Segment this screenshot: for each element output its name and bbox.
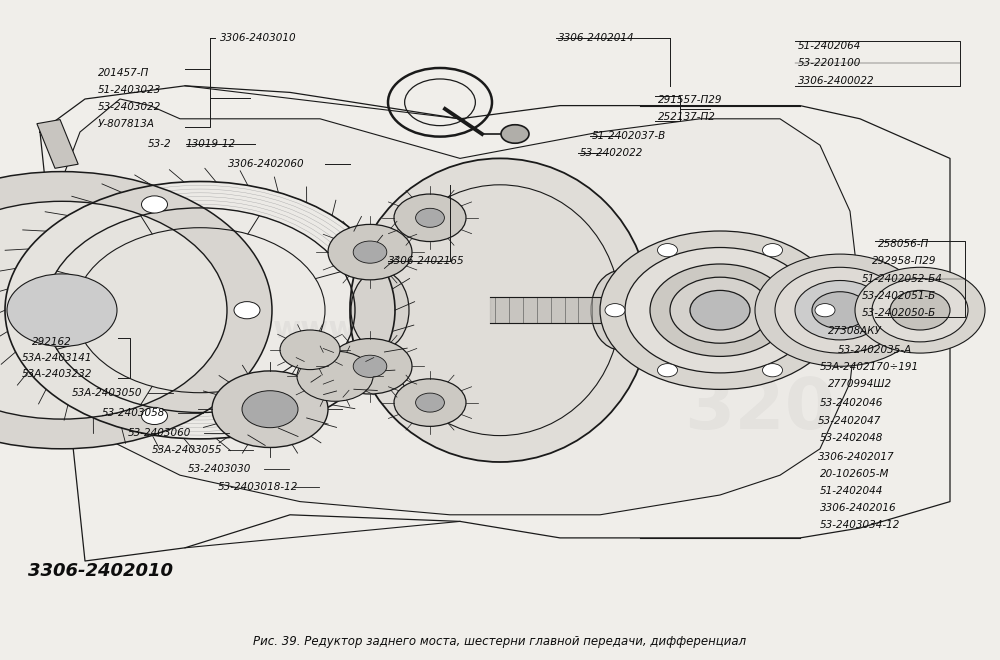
Circle shape bbox=[142, 196, 168, 213]
Text: 53-2402022: 53-2402022 bbox=[580, 148, 643, 158]
Bar bbox=[37, 119, 78, 168]
Text: 258056-П: 258056-П bbox=[878, 239, 929, 249]
Text: 3306-2402165: 3306-2402165 bbox=[388, 255, 465, 266]
Text: 51-2403023: 51-2403023 bbox=[98, 84, 161, 95]
Circle shape bbox=[328, 339, 412, 394]
Text: 51-2402037-В: 51-2402037-В bbox=[592, 131, 666, 141]
Circle shape bbox=[650, 264, 790, 356]
Text: 3306-2402010: 3306-2402010 bbox=[28, 562, 173, 580]
Text: 201457-П: 201457-П bbox=[98, 67, 149, 78]
Text: 51-2402052-Б4: 51-2402052-Б4 bbox=[862, 273, 943, 284]
Circle shape bbox=[755, 254, 925, 366]
Circle shape bbox=[394, 379, 466, 426]
Text: 53-2201100: 53-2201100 bbox=[798, 58, 861, 69]
Circle shape bbox=[297, 351, 373, 401]
Ellipse shape bbox=[350, 158, 650, 462]
Text: 3306-2402060: 3306-2402060 bbox=[228, 158, 305, 169]
Text: 3306-2400022: 3306-2400022 bbox=[798, 75, 875, 86]
Text: 53-2402046: 53-2402046 bbox=[820, 397, 883, 408]
Text: 53-2: 53-2 bbox=[148, 139, 172, 149]
Text: 13019-12: 13019-12 bbox=[185, 139, 235, 149]
Circle shape bbox=[242, 391, 298, 428]
Text: 53-2403022: 53-2403022 bbox=[98, 102, 161, 112]
Text: Рис. 39. Редуктор заднего моста, шестерни главной передачи, дифференциал: Рис. 39. Редуктор заднего моста, шестерн… bbox=[253, 635, 747, 648]
Circle shape bbox=[795, 280, 885, 340]
Text: 3306-2402016: 3306-2402016 bbox=[820, 503, 897, 513]
Text: 252137-П2: 252137-П2 bbox=[658, 112, 716, 123]
Text: 53А-2403055: 53А-2403055 bbox=[152, 445, 222, 455]
Ellipse shape bbox=[351, 271, 409, 350]
Circle shape bbox=[141, 407, 167, 424]
Circle shape bbox=[625, 248, 815, 373]
Text: 53-2403030: 53-2403030 bbox=[188, 463, 251, 474]
Circle shape bbox=[353, 355, 387, 378]
Text: 51-2402044: 51-2402044 bbox=[820, 486, 883, 496]
Circle shape bbox=[416, 209, 444, 227]
Text: www.3ersauto.ru: www.3ersauto.ru bbox=[273, 315, 567, 345]
Text: 53-2402051-Б: 53-2402051-Б bbox=[862, 290, 936, 301]
Text: 53-2402047: 53-2402047 bbox=[818, 416, 881, 426]
Circle shape bbox=[762, 364, 782, 377]
Circle shape bbox=[872, 279, 968, 342]
Circle shape bbox=[353, 241, 387, 263]
Circle shape bbox=[658, 364, 678, 377]
Text: 3306-2403010: 3306-2403010 bbox=[220, 33, 297, 44]
Circle shape bbox=[815, 304, 835, 317]
Circle shape bbox=[658, 244, 678, 257]
Text: 53-2402035-А: 53-2402035-А bbox=[838, 345, 912, 355]
Text: 320: 320 bbox=[684, 375, 836, 444]
Text: 3306-2402017: 3306-2402017 bbox=[818, 451, 895, 462]
Ellipse shape bbox=[591, 271, 649, 350]
Circle shape bbox=[501, 125, 529, 143]
Circle shape bbox=[670, 277, 770, 343]
Circle shape bbox=[690, 290, 750, 330]
Text: 53-2402048: 53-2402048 bbox=[820, 433, 883, 444]
Text: 53-2403058: 53-2403058 bbox=[102, 408, 165, 418]
Circle shape bbox=[394, 194, 466, 242]
Text: 53-2402050-Б: 53-2402050-Б bbox=[862, 308, 936, 318]
Text: 53-2403060: 53-2403060 bbox=[128, 428, 191, 438]
Text: 292958-П29: 292958-П29 bbox=[872, 256, 936, 267]
Circle shape bbox=[234, 302, 260, 319]
Circle shape bbox=[280, 330, 340, 370]
Text: 27308АКУ: 27308АКУ bbox=[828, 326, 882, 337]
Text: 53А-2403232: 53А-2403232 bbox=[22, 368, 92, 379]
Circle shape bbox=[600, 231, 840, 389]
Circle shape bbox=[812, 292, 868, 329]
Circle shape bbox=[775, 267, 905, 353]
Circle shape bbox=[855, 267, 985, 353]
Text: 53-2403034-12: 53-2403034-12 bbox=[820, 520, 900, 531]
Text: У-807813А: У-807813А bbox=[98, 119, 155, 129]
Circle shape bbox=[7, 274, 117, 346]
Text: 291557-П29: 291557-П29 bbox=[658, 95, 722, 106]
Text: 53А-2402170÷191: 53А-2402170÷191 bbox=[820, 362, 919, 372]
Text: 2770994Ш2: 2770994Ш2 bbox=[828, 379, 892, 389]
Circle shape bbox=[328, 224, 412, 280]
Circle shape bbox=[605, 304, 625, 317]
Circle shape bbox=[890, 290, 950, 330]
Text: 53А-2403050: 53А-2403050 bbox=[72, 388, 143, 399]
Text: 20-102605-М: 20-102605-М bbox=[820, 469, 890, 479]
Polygon shape bbox=[60, 99, 860, 515]
Text: 3306-2402014: 3306-2402014 bbox=[558, 33, 635, 44]
Circle shape bbox=[0, 201, 227, 419]
Text: 292162: 292162 bbox=[32, 337, 72, 347]
Text: 53А-2403141: 53А-2403141 bbox=[22, 352, 92, 363]
Circle shape bbox=[0, 172, 272, 449]
Text: 53-2403018-12: 53-2403018-12 bbox=[218, 482, 298, 492]
Circle shape bbox=[416, 393, 444, 412]
Text: 51-2402064: 51-2402064 bbox=[798, 41, 861, 51]
Circle shape bbox=[763, 244, 782, 257]
Circle shape bbox=[212, 371, 328, 447]
